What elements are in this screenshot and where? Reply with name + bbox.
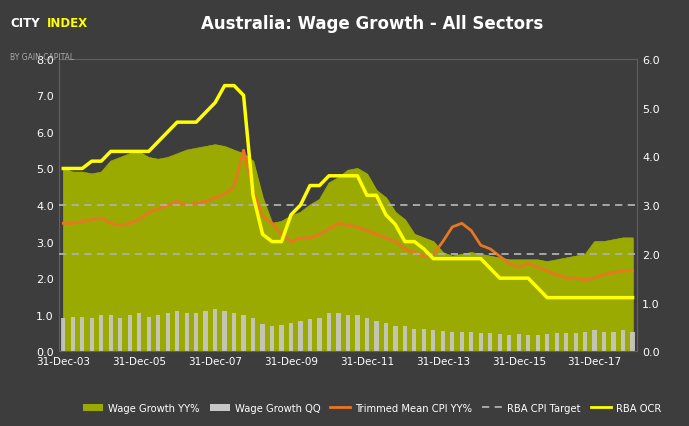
Bar — [564, 333, 568, 351]
Bar — [203, 311, 208, 351]
Bar — [374, 322, 378, 351]
Bar — [156, 315, 161, 351]
Bar — [71, 317, 75, 351]
Bar — [109, 315, 113, 351]
Text: Australia: Wage Growth - All Sectors: Australia: Wage Growth - All Sectors — [201, 15, 543, 33]
Bar — [507, 335, 511, 351]
Bar — [573, 333, 578, 351]
Text: INDEX: INDEX — [47, 17, 88, 30]
Bar — [497, 334, 502, 351]
Bar — [118, 319, 123, 351]
Bar — [308, 320, 312, 351]
Text: BY GAIN CAPITAL: BY GAIN CAPITAL — [10, 53, 74, 62]
Bar — [289, 323, 293, 351]
Bar — [185, 313, 189, 351]
Bar — [384, 323, 388, 351]
Bar — [479, 333, 483, 351]
Bar — [346, 315, 350, 351]
Bar — [251, 319, 255, 351]
Bar — [393, 326, 398, 351]
Bar — [469, 332, 473, 351]
Bar — [241, 315, 246, 351]
Bar — [223, 311, 227, 351]
Bar — [460, 332, 464, 351]
Bar — [280, 325, 284, 351]
Bar — [147, 317, 151, 351]
Bar — [412, 329, 416, 351]
Bar — [270, 326, 274, 351]
Bar — [137, 313, 141, 351]
Bar — [127, 315, 132, 351]
Bar — [611, 332, 616, 351]
Bar — [232, 313, 236, 351]
Bar — [90, 319, 94, 351]
Bar — [165, 313, 169, 351]
Bar — [441, 331, 445, 351]
Bar — [593, 330, 597, 351]
Bar — [61, 319, 65, 351]
Bar — [403, 327, 407, 351]
Bar — [175, 311, 179, 351]
Bar — [488, 333, 493, 351]
Bar — [535, 335, 540, 351]
Bar — [260, 324, 265, 351]
Bar — [450, 332, 455, 351]
Bar — [336, 313, 340, 351]
Bar — [621, 330, 625, 351]
Text: CITY: CITY — [10, 17, 40, 30]
Bar — [364, 319, 369, 351]
Bar — [194, 313, 198, 351]
Bar — [99, 315, 103, 351]
Bar — [526, 335, 531, 351]
Bar — [213, 310, 217, 351]
Bar — [327, 313, 331, 351]
Bar — [630, 332, 635, 351]
Bar — [318, 318, 322, 351]
Bar — [80, 317, 85, 351]
Bar — [298, 322, 302, 351]
Bar — [356, 316, 360, 351]
Bar — [431, 330, 435, 351]
Bar — [602, 332, 606, 351]
Bar — [583, 332, 587, 351]
Bar — [517, 334, 521, 351]
Bar — [422, 330, 426, 351]
Legend: Wage Growth YY%, Wage Growth QQ, Trimmed Mean CPI YY%, RBA CPI Target, RBA OCR: Wage Growth YY%, Wage Growth QQ, Trimmed… — [79, 399, 665, 417]
Bar — [545, 334, 549, 351]
Bar — [555, 333, 559, 351]
